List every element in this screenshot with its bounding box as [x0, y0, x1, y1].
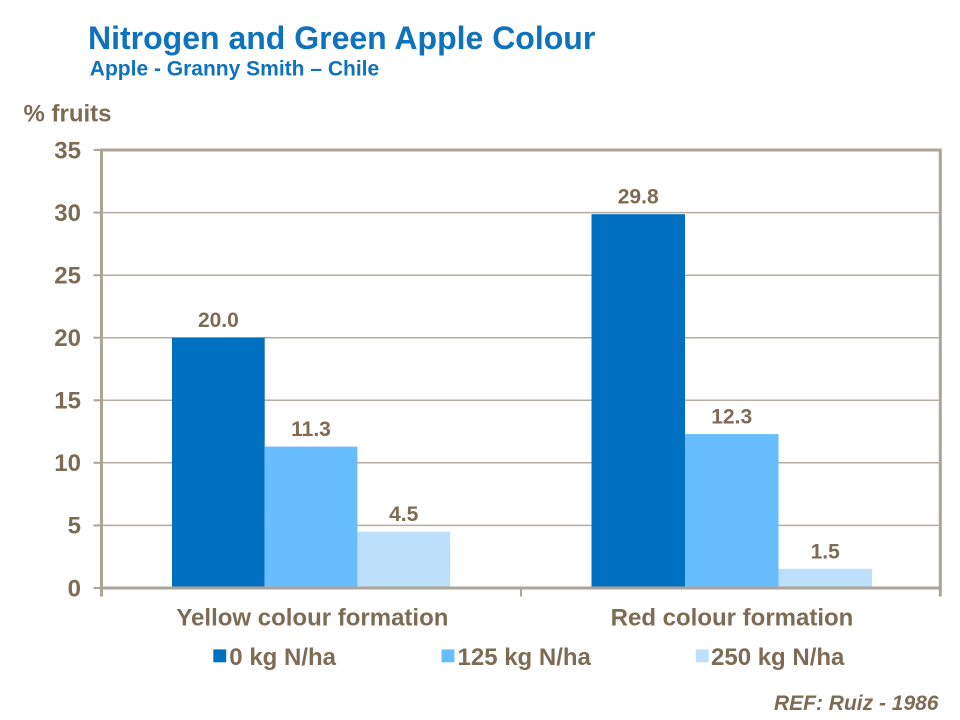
svg-text:35: 35 [54, 137, 81, 164]
svg-text:0: 0 [68, 575, 81, 602]
svg-text:1.5: 1.5 [811, 541, 841, 564]
svg-text:Red colour formation: Red colour formation [611, 605, 854, 632]
svg-text:30: 30 [54, 200, 81, 227]
svg-text:29.8: 29.8 [618, 186, 659, 209]
svg-text:Yellow colour formation: Yellow colour formation [176, 605, 448, 632]
svg-text:15: 15 [54, 388, 81, 415]
svg-text:0 kg N/ha: 0 kg N/ha [229, 644, 336, 671]
svg-text:10: 10 [54, 450, 81, 477]
svg-text:20: 20 [54, 325, 81, 352]
svg-text:250 kg N/ha: 250 kg N/ha [711, 644, 845, 671]
svg-text:20.0: 20.0 [198, 309, 239, 332]
svg-text:11.3: 11.3 [291, 418, 331, 441]
svg-text:125 kg N/ha: 125 kg N/ha [458, 644, 592, 671]
svg-text:REF: Ruiz - 1986: REF: Ruiz - 1986 [774, 692, 939, 715]
svg-text:4.5: 4.5 [389, 503, 419, 526]
svg-text:12.3: 12.3 [711, 405, 752, 428]
svg-text:25: 25 [54, 263, 81, 290]
svg-text:5: 5 [68, 513, 81, 540]
svg-text:Nitrogen and Green Apple Colou: Nitrogen and Green Apple Colour [88, 20, 595, 56]
svg-text:% fruits: % fruits [24, 100, 112, 127]
svg-text:Apple - Granny Smith – Chile: Apple - Granny Smith – Chile [90, 57, 379, 80]
